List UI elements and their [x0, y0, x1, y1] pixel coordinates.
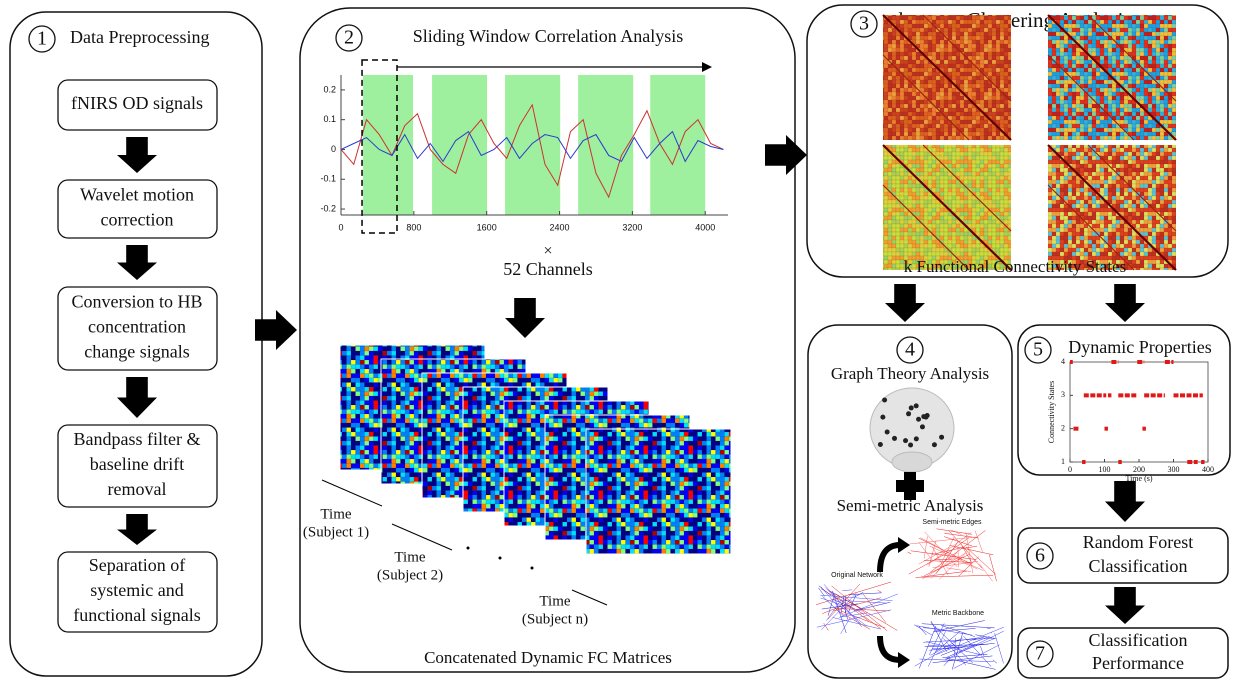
time-label: (Subject 1)	[303, 524, 369, 540]
x-tick-label: 800	[406, 222, 421, 232]
step-text: correction	[101, 210, 174, 230]
brain-node	[908, 442, 913, 447]
brain-node	[909, 405, 914, 410]
ellipsis-dot	[467, 547, 470, 550]
x-tick-label: 0	[338, 222, 343, 232]
ellipsis-dot	[499, 557, 502, 560]
x-tick-label: 3200	[622, 222, 642, 232]
panel-subtitle: Semi-metric Analysis	[837, 496, 984, 515]
y-tick-label: 2	[1061, 423, 1065, 432]
brain-node	[920, 424, 925, 429]
panel-title: Dynamic Properties	[1068, 337, 1211, 357]
brain-node	[878, 442, 883, 447]
step-text: Bandpass filter &	[74, 429, 201, 449]
brain-node	[939, 435, 944, 440]
y-tick-label: -0.2	[320, 203, 336, 213]
panel-title: Data Preprocessing	[70, 27, 209, 47]
panel-title: Sliding Window Correlation Analysis	[413, 26, 683, 46]
x-tick-label: 1600	[477, 222, 497, 232]
brain-node	[903, 438, 908, 443]
brain-node	[932, 442, 937, 447]
y-tick-label: 0	[331, 144, 336, 154]
time-label: (Subject 2)	[377, 567, 443, 583]
step-text: Wavelet motion	[80, 185, 194, 205]
network-label: Original Network	[831, 572, 883, 579]
y-tick-label: 0.2	[323, 84, 336, 94]
brain-node	[914, 436, 919, 441]
step-text: removal	[108, 479, 167, 499]
pipeline-diagram: 1 Data Preprocessing fNIRS OD signals Wavel…	[0, 0, 1238, 683]
step-text: fNIRS OD signals	[71, 93, 203, 113]
brain-node	[914, 403, 919, 408]
brain-node	[906, 411, 911, 416]
time-label: Time	[539, 593, 570, 609]
brain-node	[882, 397, 887, 402]
step-text: change signals	[84, 342, 189, 362]
step-text: baseline drift	[90, 454, 184, 474]
panel-title: Classification	[1089, 556, 1188, 576]
multiply-sign: ×	[543, 243, 552, 260]
panel-footer: Concatenated Dynamic FC Matrices	[424, 648, 672, 667]
x-tick-label: 300	[1168, 465, 1180, 474]
panel-title: Performance	[1092, 653, 1184, 673]
y-tick-label: 4	[1061, 357, 1065, 366]
window-band	[432, 75, 487, 215]
panel-title: Random Forest	[1083, 532, 1194, 552]
step-number: 4	[905, 339, 915, 361]
step-number: 2	[344, 27, 354, 49]
brain-lobe	[892, 452, 932, 472]
step-text: Conversion to HB	[71, 292, 202, 312]
panel-footer: k Functional Connectivity States	[904, 257, 1126, 276]
brain-node	[916, 417, 921, 422]
time-label: (Subject n)	[522, 611, 588, 627]
x-tick-label: 100	[1099, 465, 1111, 474]
x-tick-label: 4000	[695, 222, 715, 232]
step-number: 3	[859, 13, 869, 35]
step-number: 6	[1035, 545, 1045, 567]
flow-arrow	[1105, 284, 1145, 322]
brain-node	[880, 415, 885, 420]
y-tick-label: 3	[1061, 390, 1065, 399]
panel-title: Graph Theory Analysis	[831, 364, 989, 383]
x-tick-label: 400	[1202, 465, 1214, 474]
window-band	[363, 75, 413, 215]
brain-node	[923, 415, 928, 420]
x-tick-label: 2400	[550, 222, 570, 232]
time-label: Time	[394, 549, 425, 565]
flow-arrow	[1105, 481, 1145, 522]
x-tick-label: 0	[1068, 465, 1072, 474]
y-tick-label: 1	[1061, 457, 1065, 466]
step-number: 7	[1035, 643, 1045, 665]
brain-node	[892, 436, 897, 441]
fc-matrix	[586, 429, 731, 554]
time-label: Time	[320, 506, 351, 522]
step-number: 5	[1033, 339, 1043, 361]
network-label: Metric Backbone	[932, 610, 984, 617]
step-text: functional signals	[73, 605, 200, 625]
step-number: 1	[37, 28, 47, 50]
flow-arrow	[1105, 587, 1145, 624]
y-tick-label: 0.1	[323, 114, 336, 124]
channels-label: 52 Channels	[503, 259, 593, 279]
step-text: concentration	[88, 317, 186, 337]
panel-title: Classification	[1089, 630, 1188, 650]
y-axis-label: Connectivity States	[1047, 381, 1056, 443]
flow-arrow	[885, 284, 925, 322]
x-tick-label: 200	[1133, 465, 1145, 474]
step-text: Separation of	[89, 555, 185, 575]
step-text: systemic and	[90, 580, 183, 600]
brain-node	[885, 429, 890, 434]
network-label: Semi-metric Edges	[922, 519, 982, 526]
y-tick-label: -0.1	[320, 174, 336, 184]
ellipsis-dot	[531, 567, 534, 570]
window-band	[505, 75, 560, 215]
window-band	[578, 75, 633, 215]
